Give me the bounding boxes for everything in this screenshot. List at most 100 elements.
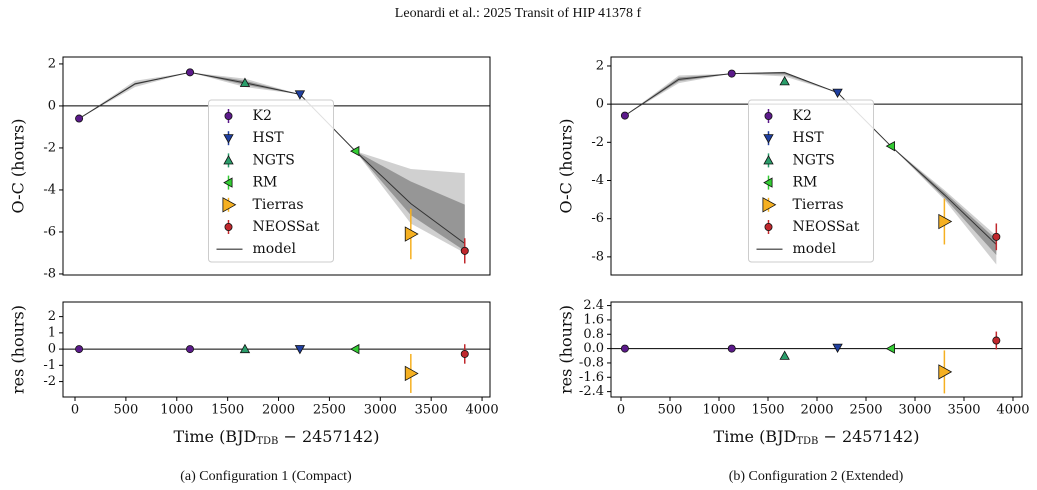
marker: [762, 197, 777, 213]
y-tick-label: 0: [48, 98, 56, 113]
y-tick-label: 1: [48, 325, 56, 340]
y-tick-label: -4: [43, 182, 56, 197]
marker: [779, 75, 790, 86]
caption: (b) Configuration 2 (Extended): [729, 469, 904, 484]
legend-label: K2: [793, 108, 812, 124]
x-tick-label: 2500: [849, 403, 882, 418]
legend-label: NEOSSat: [793, 219, 860, 235]
marker: [460, 246, 469, 255]
y-tick-label: -2: [43, 140, 56, 155]
marker: [938, 364, 953, 380]
legend-label: RM: [793, 175, 818, 191]
y-tick-label: 2.4: [583, 298, 604, 313]
x-tick-label: 3500: [415, 403, 448, 418]
x-tick-label: 500: [658, 403, 683, 418]
legend-label: NGTS: [793, 152, 835, 168]
marker: [832, 88, 843, 99]
marker: [885, 140, 895, 152]
y-axis-label: O-C (hours): [557, 118, 576, 213]
marker: [404, 226, 419, 242]
legend-label: Tierras: [793, 197, 844, 213]
legend-label: model: [793, 241, 837, 257]
x-tick-label: 2500: [313, 403, 346, 418]
plot-frame: [610, 56, 1023, 276]
marker: [620, 111, 629, 120]
marker: [294, 345, 306, 355]
x-tick-label: 4000: [996, 403, 1029, 418]
page-title: Leonardi et al.: 2025 Transit of HIP 413…: [395, 6, 642, 21]
y-tick-label: -8: [43, 266, 56, 281]
x-axis-label-part: TDB: [796, 436, 818, 447]
model-line: [78, 71, 466, 244]
marker: [186, 68, 195, 77]
y-tick-label: 1.6: [583, 312, 604, 327]
marker: [239, 343, 251, 354]
legend-label: Tierras: [253, 197, 304, 213]
legend-label: RM: [253, 175, 278, 191]
marker: [350, 145, 360, 157]
x-tick-label: 2000: [800, 403, 833, 418]
marker: [992, 336, 1001, 345]
marker: [727, 344, 736, 353]
x-tick-label: 1000: [160, 403, 193, 418]
marker: [294, 90, 306, 100]
y-tick-label: 0.8: [583, 327, 604, 342]
marker: [832, 343, 843, 354]
marker: [620, 344, 629, 353]
y-tick-label: 0: [48, 342, 56, 357]
marker: [224, 112, 233, 121]
y-tick-label: -8: [591, 249, 604, 264]
x-tick-label: 1500: [751, 403, 784, 418]
marker: [764, 222, 773, 231]
x-axis-label: Time (BJDTDB − 2457142): [174, 427, 380, 447]
marker: [938, 213, 953, 230]
marker: [779, 350, 790, 360]
marker: [350, 343, 360, 355]
y-tick-label: -2: [43, 374, 56, 389]
legend-box: [208, 99, 334, 263]
x-axis-label: Time (BJDTDB − 2457142): [714, 427, 920, 447]
marker: [763, 177, 773, 188]
y-tick-label: -1.6: [579, 370, 604, 385]
marker: [224, 222, 233, 231]
y-tick-label: -2: [591, 135, 604, 150]
marker: [239, 77, 251, 87]
marker: [885, 343, 895, 354]
x-tick-label: 0: [71, 403, 79, 418]
x-axis-label-part: − 2457142): [278, 427, 379, 446]
marker: [186, 345, 195, 354]
y-tick-label: 2: [48, 309, 56, 324]
marker: [727, 69, 736, 78]
legend-label: model: [253, 241, 297, 257]
y-axis-label: res (hours): [9, 305, 28, 394]
marker: [223, 134, 234, 144]
x-tick-label: 0: [617, 403, 625, 418]
legend-label: HST: [793, 130, 825, 146]
x-tick-label: 2000: [262, 403, 295, 418]
marker: [764, 112, 773, 121]
y-tick-label: -6: [591, 211, 604, 226]
x-tick-label: 3500: [947, 403, 980, 418]
y-tick-label: -1: [43, 358, 56, 373]
marker: [75, 345, 84, 354]
caption: (a) Configuration 1 (Compact): [180, 469, 352, 484]
marker: [75, 114, 84, 123]
y-axis-label: res (hours): [557, 305, 576, 394]
legend-label: NEOSSat: [253, 219, 320, 235]
x-tick-label: 3000: [898, 403, 931, 418]
y-tick-label: -6: [43, 224, 56, 239]
marker: [460, 349, 469, 358]
x-axis-label-part: − 2457142): [818, 427, 919, 446]
plot-frame: [62, 56, 491, 276]
y-tick-label: 2: [48, 56, 56, 71]
x-tick-label: 500: [113, 403, 138, 418]
legend-label: K2: [253, 108, 272, 124]
plot-frame: [610, 301, 1023, 398]
marker: [763, 134, 774, 144]
y-tick-label: -0.8: [579, 355, 604, 370]
y-tick-label: -2.4: [579, 384, 604, 399]
y-tick-label: 0: [596, 97, 604, 112]
x-axis-label-part: Time (BJD: [714, 427, 797, 446]
y-tick-label: 2: [596, 58, 604, 73]
